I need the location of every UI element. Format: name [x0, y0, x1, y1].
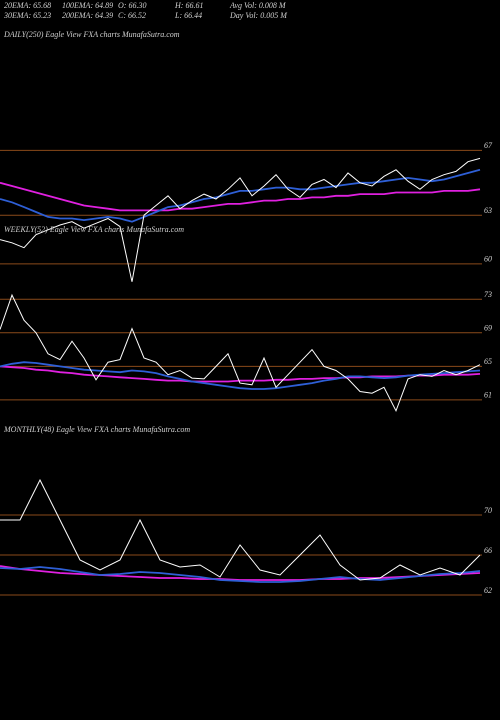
stat-text: O: 66.30	[118, 1, 146, 10]
y-tick-label: 63	[484, 206, 492, 215]
y-tick-label: 62	[484, 586, 492, 595]
y-tick-label: 65	[484, 357, 492, 366]
y-tick-label: 69	[484, 324, 492, 333]
stat-text: L: 66.44	[174, 11, 202, 20]
y-tick-label: 73	[484, 290, 492, 299]
price-line	[0, 478, 481, 581]
price-line	[0, 361, 481, 390]
y-tick-label: 67	[484, 141, 493, 150]
y-tick-label: 70	[484, 506, 492, 515]
stat-text: H: 66.61	[174, 1, 203, 10]
y-tick-label: 60	[484, 255, 492, 264]
price-line	[0, 181, 481, 212]
stat-text: Avg Vol: 0.008 M	[229, 1, 287, 10]
price-line	[0, 157, 481, 282]
stat-text: 200EMA: 64.39	[62, 11, 113, 20]
stat-text: Day Vol: 0.005 M	[229, 11, 288, 20]
stat-text: 100EMA: 64.89	[62, 1, 113, 10]
price-line	[0, 293, 481, 413]
panel-label: MONTHLY(48) Eagle View FXA charts Munafa…	[3, 425, 190, 434]
price-line	[0, 168, 481, 223]
price-line	[0, 565, 481, 581]
stat-text: C: 66.52	[118, 11, 146, 20]
y-tick-label: 61	[484, 391, 492, 400]
panel-label: DAILY(250) Eagle View FXA charts MunafaS…	[3, 30, 180, 39]
stat-text: 30EMA: 65.23	[3, 11, 51, 20]
panel-label: WEEKLY(52) Eagle View FXA charts MunafaS…	[4, 225, 184, 234]
price-line	[0, 566, 481, 583]
y-tick-label: 66	[484, 546, 492, 555]
stat-text: 20EMA: 65.68	[4, 1, 51, 10]
